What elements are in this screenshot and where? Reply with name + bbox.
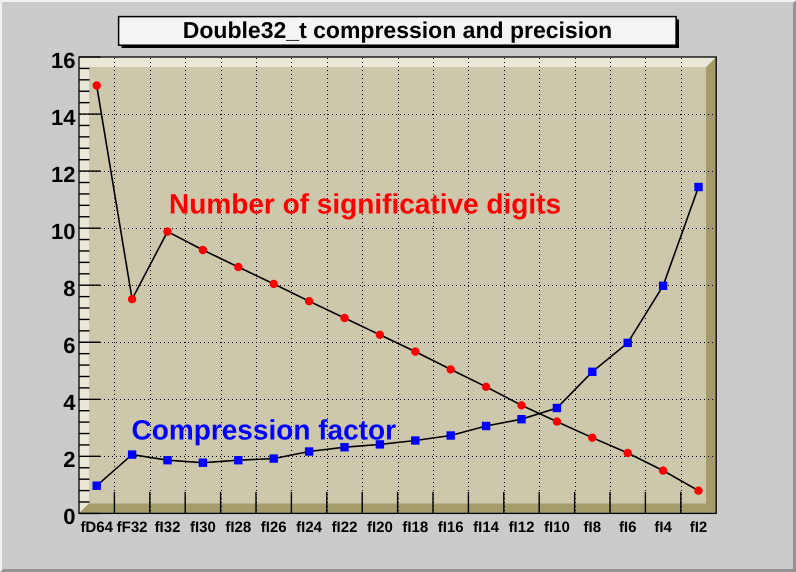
svg-text:fI12: fI12 — [509, 519, 535, 536]
svg-text:fI20: fI20 — [367, 519, 393, 536]
svg-text:fI2: fI2 — [690, 519, 708, 536]
svg-text:fF32: fF32 — [117, 519, 148, 536]
svg-text:fI18: fI18 — [402, 519, 428, 536]
svg-text:fI4: fI4 — [654, 519, 672, 536]
svg-text:14: 14 — [51, 105, 76, 130]
svg-text:fI30: fI30 — [190, 519, 216, 536]
svg-text:8: 8 — [63, 276, 75, 301]
svg-text:fI16: fI16 — [438, 519, 464, 536]
svg-text:12: 12 — [51, 162, 75, 187]
svg-text:6: 6 — [63, 333, 75, 358]
svg-text:4: 4 — [63, 390, 76, 415]
svg-text:0: 0 — [63, 504, 75, 529]
svg-text:fI28: fI28 — [225, 519, 251, 536]
svg-text:fI22: fI22 — [332, 519, 358, 536]
svg-text:Double32_t compression and pre: Double32_t compression and precision — [183, 17, 612, 43]
svg-text:fI8: fI8 — [584, 519, 602, 536]
svg-text:Number of significative digits: Number of significative digits — [169, 189, 561, 220]
svg-text:Compression factor: Compression factor — [132, 414, 397, 445]
svg-text:10: 10 — [51, 219, 75, 244]
svg-text:fI14: fI14 — [473, 519, 500, 536]
svg-text:fI10: fI10 — [544, 519, 570, 536]
svg-text:fI6: fI6 — [619, 519, 637, 536]
svg-text:fI26: fI26 — [261, 519, 287, 536]
svg-text:fI24: fI24 — [296, 519, 323, 536]
svg-text:fI32: fI32 — [155, 519, 181, 536]
svg-text:2: 2 — [63, 447, 75, 472]
svg-text:fD64: fD64 — [80, 519, 113, 536]
svg-text:16: 16 — [51, 48, 75, 73]
